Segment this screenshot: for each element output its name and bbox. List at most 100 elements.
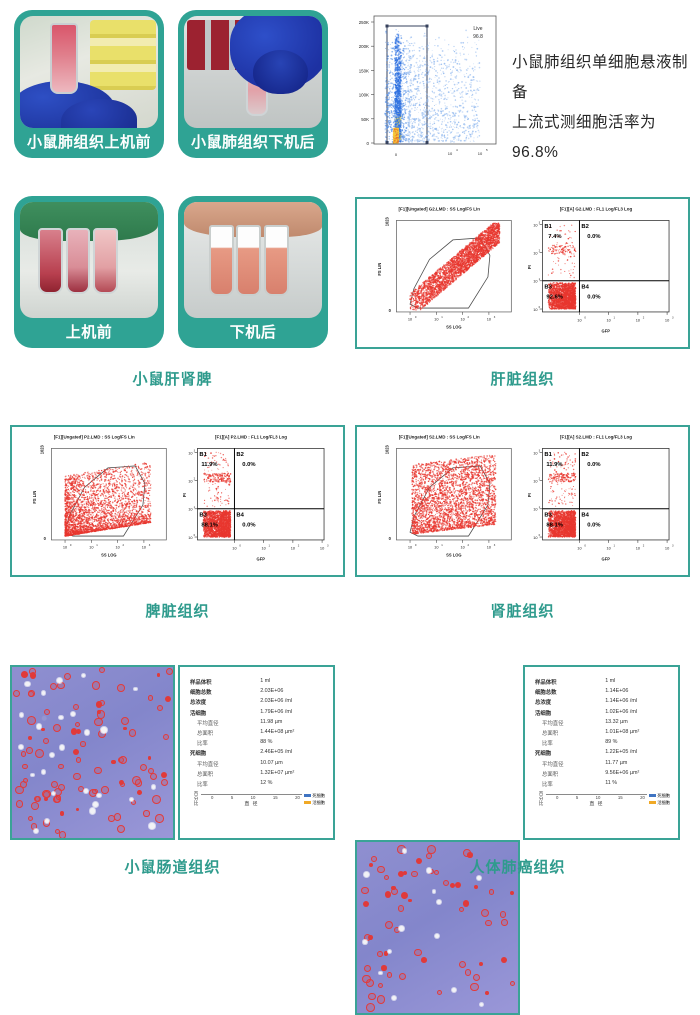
counter-row-value: 1 ml xyxy=(260,677,325,687)
caption-mouse-intestine-tissue: 小鼠肠道组织 xyxy=(10,856,335,877)
flow-svg-spleen: [F1][Ungated] P2.LMD : SS Log/FS Lin 102… xyxy=(12,427,343,575)
quadrant-name-b4: B4 xyxy=(581,513,589,519)
detected-cell xyxy=(90,808,95,813)
counter-row-key: 总面积 xyxy=(190,728,260,738)
detected-cell xyxy=(22,764,27,769)
sample-tube-shape xyxy=(38,228,63,295)
detected-cell xyxy=(363,940,366,943)
caption-human-lung-cancer-tissue: 人体肺癌组织 xyxy=(355,856,680,877)
detected-cell xyxy=(166,668,174,676)
counter-row-value: 2.03E+06 xyxy=(260,687,325,697)
detected-cell xyxy=(463,900,470,907)
legend-swatch xyxy=(649,801,656,804)
detected-cell xyxy=(362,975,370,983)
counter-row-key: 平均直径 xyxy=(190,718,260,728)
histogram-plot xyxy=(546,794,647,795)
detected-cell xyxy=(20,713,24,717)
detected-cell xyxy=(155,814,164,823)
legend-swatch xyxy=(304,794,311,797)
plot-title: [F1][A] G2.LMD : FL1 Log/FL3 Log xyxy=(560,207,633,212)
detected-cell xyxy=(473,974,480,981)
counter-row-key: 样品体积 xyxy=(535,677,605,687)
detected-cell xyxy=(363,901,369,907)
detected-cell xyxy=(93,802,98,807)
detected-cell xyxy=(34,829,38,833)
detected-cell xyxy=(101,786,109,794)
counter-row-key: 总浓度 xyxy=(535,697,605,707)
counter-row-key: 样品体积 xyxy=(190,677,260,687)
detected-cell xyxy=(140,764,147,771)
detected-cell xyxy=(437,990,442,995)
axis-x-label: SS LOG xyxy=(101,553,116,558)
counter-row-key: 比率 xyxy=(535,779,605,789)
quadrant-name-b2: B2 xyxy=(581,224,589,230)
counter-row-value: 1 ml xyxy=(605,677,670,687)
detected-cell xyxy=(368,935,373,940)
counter-row-key: 细胞总数 xyxy=(190,687,260,697)
detected-cell xyxy=(57,678,62,683)
note-line-1: 小鼠肺组织单细胞悬液制备 xyxy=(512,48,697,108)
detected-cell xyxy=(101,727,106,732)
photo-card-lung-after: 小鼠肺组织下机后 xyxy=(178,10,328,158)
axis-x-label: SS LOG xyxy=(446,553,461,558)
detected-cell xyxy=(21,671,28,678)
detected-cell xyxy=(42,770,46,774)
photo-lks-after xyxy=(184,202,322,318)
photo-caption: 小鼠肺组织上机前 xyxy=(20,128,158,158)
detected-cell xyxy=(452,988,456,992)
detected-cell xyxy=(161,779,169,787)
counter-row-value: 12 % xyxy=(260,779,325,789)
detected-cell xyxy=(114,813,121,820)
counter-row-value: 1.01E+08 µm² xyxy=(605,728,670,738)
detected-cell xyxy=(427,845,436,854)
legend-entry: 活细胞 xyxy=(649,800,670,806)
photo-card-lks-after: 下机后 xyxy=(178,196,328,348)
detected-cell xyxy=(377,995,386,1004)
detected-cell xyxy=(60,811,64,815)
svg-text:10: 10 xyxy=(478,151,483,156)
detected-cell xyxy=(148,695,154,701)
counter-row-key: 细胞总数 xyxy=(535,687,605,697)
detected-cell xyxy=(82,674,85,677)
quadrant-value-b2: 0.0% xyxy=(242,462,256,468)
sample-tube-shape xyxy=(236,225,261,296)
detected-cell xyxy=(378,983,383,988)
counter-row-key: 活细胞 xyxy=(535,708,605,718)
counter-row-value: 89 % xyxy=(605,738,670,748)
detected-cell xyxy=(94,718,103,727)
detected-cell xyxy=(157,673,161,677)
detected-cell xyxy=(135,779,143,787)
detected-cell xyxy=(455,882,461,888)
detected-cell xyxy=(450,883,455,888)
svg-text:5: 5 xyxy=(486,148,488,152)
plot-title: [F1][Ungated] S2.LMD : SS Log/FS Lin xyxy=(399,435,480,440)
photo-card-lung-before: 小鼠肺组织上机前 xyxy=(14,10,164,158)
detected-cell xyxy=(398,905,405,912)
gate-value: 96.8 xyxy=(473,34,483,40)
plot-title: [F1][A] S2.LMD : FL1 Log/FL3 Log xyxy=(560,435,632,440)
axis-top-value: 1023 xyxy=(40,444,45,454)
detected-cell xyxy=(28,736,32,740)
detected-cell xyxy=(15,786,23,794)
quadrant-name-b2: B2 xyxy=(581,452,589,458)
detected-cell xyxy=(92,681,101,690)
detected-cell xyxy=(130,798,133,801)
viability-note: 小鼠肺组织单细胞悬液制备 上流式测细胞活率为96.8% xyxy=(512,48,697,168)
counter-row-value: 1.32E+07 µm² xyxy=(260,769,325,779)
legend-label: 死细胞 xyxy=(657,793,670,799)
detected-cell xyxy=(459,961,466,968)
detected-cell xyxy=(76,729,81,734)
counter-row-key: 死细胞 xyxy=(535,748,605,758)
photo-caption: 上机前 xyxy=(20,318,158,348)
axis-y-label: FS LIN xyxy=(377,263,382,276)
quadrant-value-b4: 0.0% xyxy=(587,294,601,300)
counter-row-value: 9.56E+06 µm² xyxy=(605,769,670,779)
detected-cell xyxy=(489,889,494,894)
detected-cell xyxy=(364,965,371,972)
detected-cell xyxy=(50,753,54,757)
